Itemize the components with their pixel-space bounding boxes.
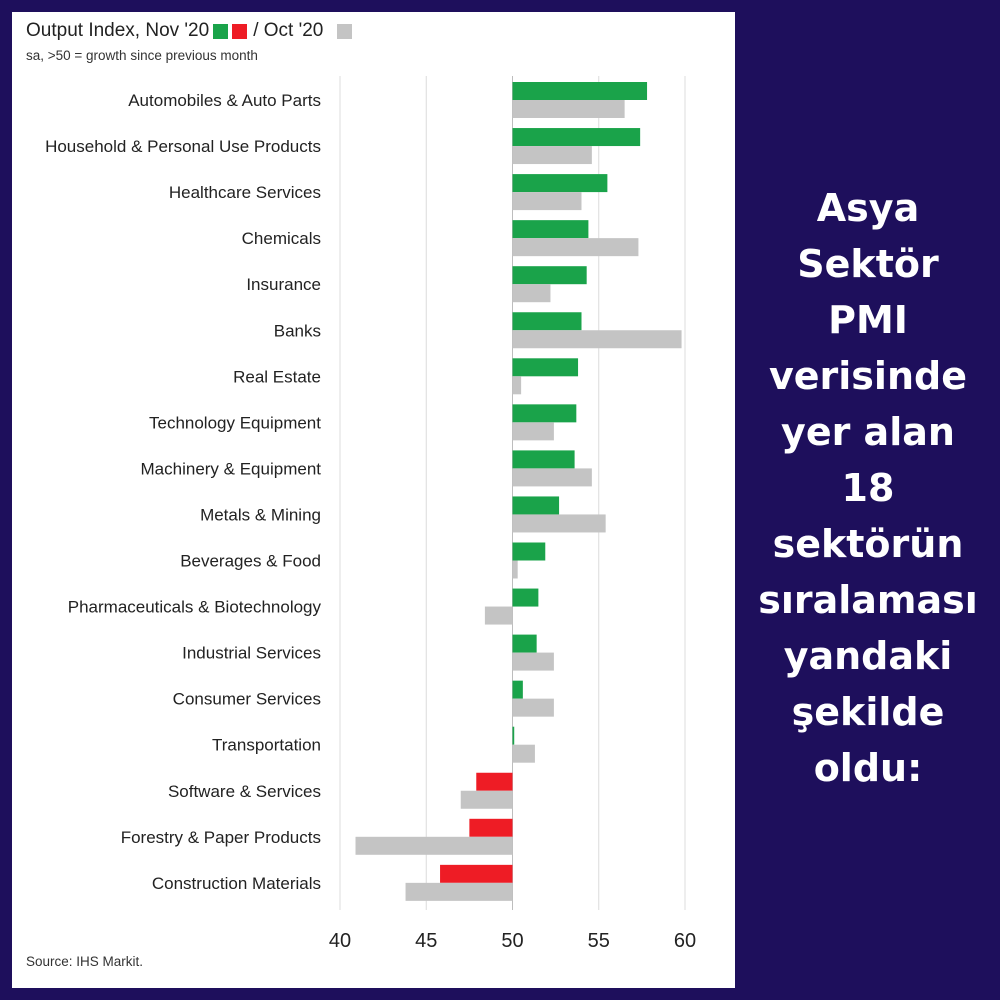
bar-chart: Automobiles & Auto Parts Household & Pers… <box>45 76 696 952</box>
x-axis-ticks: 40 45 50 55 60 <box>329 930 696 952</box>
x-tick-label: 50 <box>501 930 523 952</box>
caption-line: Asya <box>816 186 920 230</box>
category-label: Software & Services <box>168 782 321 801</box>
bar-oct <box>512 468 592 487</box>
category-label: Banks <box>274 321 321 340</box>
bar-oct <box>512 744 535 763</box>
bar-oct <box>512 376 522 395</box>
category-label: Real Estate <box>233 367 321 386</box>
bar-nov <box>469 818 513 837</box>
bar-oct <box>512 238 639 257</box>
bar-nov <box>512 634 537 653</box>
bar-oct <box>512 284 551 303</box>
caption-line: verisinde <box>769 354 967 398</box>
bar-oct <box>512 560 518 579</box>
caption-line: PMI <box>828 298 908 342</box>
category-label: Technology Equipment <box>149 413 321 432</box>
bar-nov <box>512 496 560 515</box>
category-label: Healthcare Services <box>169 183 321 202</box>
chart-title-text: Output Index, Nov '20 <box>26 20 210 41</box>
bar-nov <box>512 450 575 469</box>
x-tick-label: 60 <box>674 930 696 952</box>
caption-line: şekilde <box>791 690 945 734</box>
category-label: Beverages & Food <box>180 552 321 571</box>
bar-oct <box>512 698 554 717</box>
bar-oct <box>355 836 513 855</box>
caption-line: yer alan <box>781 410 955 454</box>
category-label: Industrial Services <box>182 644 321 663</box>
category-label: Transportation <box>212 736 321 755</box>
side-caption: Asya Sektör PMI verisinde yer alan 18 sektörün… <box>748 180 988 796</box>
bar-nov <box>512 726 515 745</box>
category-label: Pharmaceuticals & Biotechnology <box>68 598 322 617</box>
x-tick-label: 45 <box>415 930 437 952</box>
chart-subtitle: sa, >50 = growth since previous month <box>26 48 258 63</box>
bar-oct <box>512 330 682 349</box>
bar-nov <box>512 680 523 699</box>
category-label: Metals & Mining <box>200 505 321 524</box>
caption-line: 18 <box>841 466 895 510</box>
chart-title: Output Index, Nov '20 / Oct '20 <box>26 20 353 42</box>
caption-line: sıralaması <box>758 578 978 622</box>
source-note: Source: IHS Markit. <box>26 954 144 969</box>
bar-nov <box>512 588 539 607</box>
bar-nov <box>476 772 513 791</box>
bar-oct <box>512 192 582 211</box>
bar-oct <box>512 514 606 533</box>
category-labels: Automobiles & Auto Parts Household & Pers… <box>45 91 321 893</box>
bar-nov <box>512 220 589 239</box>
x-tick-label: 40 <box>329 930 351 952</box>
bar-oct <box>484 606 513 625</box>
bar-nov <box>512 128 641 147</box>
bar-nov <box>512 404 577 423</box>
chart-panel: Output Index, Nov '20 / Oct '20 sa, >50 … <box>12 12 735 988</box>
category-label: Automobiles & Auto Parts <box>128 91 321 110</box>
bar-oct <box>460 790 513 809</box>
legend-swatch-oct-grey <box>337 23 353 39</box>
bar-nov <box>512 358 579 377</box>
bar-nov <box>440 864 513 883</box>
bars-layer <box>355 82 682 901</box>
caption-line: sektörün <box>772 522 964 566</box>
category-label: Construction Materials <box>152 874 321 893</box>
x-tick-label: 55 <box>588 930 610 952</box>
bar-oct <box>512 146 592 165</box>
category-label: Consumer Services <box>173 690 321 709</box>
category-label: Machinery & Equipment <box>141 459 322 478</box>
category-label: Insurance <box>246 275 321 294</box>
bar-nov <box>512 542 546 561</box>
bar-oct <box>405 882 513 901</box>
legend-swatch-nov-green <box>213 23 229 39</box>
bar-nov <box>512 82 648 100</box>
bar-oct <box>512 422 554 441</box>
caption-line: oldu: <box>813 746 923 790</box>
bar-nov <box>512 266 587 285</box>
bar-nov <box>512 174 608 193</box>
category-label: Household & Personal Use Products <box>45 137 321 156</box>
caption-line: yandaki <box>783 634 953 678</box>
legend-swatch-nov-red <box>232 23 248 39</box>
category-label: Chemicals <box>242 229 321 248</box>
bar-oct <box>512 100 625 118</box>
bar-oct <box>512 652 554 671</box>
legend-oct-label: / Oct '20 <box>253 20 324 41</box>
caption-line: Sektör <box>797 242 939 286</box>
category-label: Forestry & Paper Products <box>121 828 321 847</box>
grid-layer <box>339 76 686 910</box>
bar-nov <box>512 312 582 331</box>
